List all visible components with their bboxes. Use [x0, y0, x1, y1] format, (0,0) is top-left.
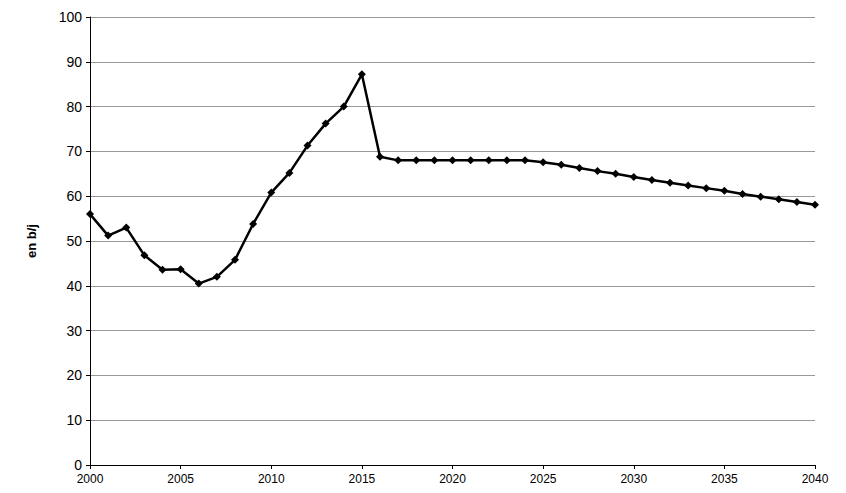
svg-text:2035: 2035: [711, 472, 738, 486]
svg-text:0: 0: [74, 457, 82, 473]
svg-text:2010: 2010: [258, 472, 285, 486]
svg-text:40: 40: [66, 278, 82, 294]
svg-text:20: 20: [66, 367, 82, 383]
svg-text:en b/j: en b/j: [24, 224, 39, 258]
svg-text:100: 100: [59, 9, 83, 25]
svg-text:2005: 2005: [167, 472, 194, 486]
svg-text:30: 30: [66, 323, 82, 339]
svg-text:2015: 2015: [349, 472, 376, 486]
svg-text:50: 50: [66, 233, 82, 249]
svg-text:2040: 2040: [802, 472, 829, 486]
svg-text:70: 70: [66, 143, 82, 159]
svg-text:10: 10: [66, 412, 82, 428]
svg-text:2025: 2025: [530, 472, 557, 486]
svg-text:2000: 2000: [77, 472, 104, 486]
svg-text:90: 90: [66, 54, 82, 70]
svg-text:60: 60: [66, 188, 82, 204]
svg-text:80: 80: [66, 99, 82, 115]
svg-text:2030: 2030: [620, 472, 647, 486]
svg-text:2020: 2020: [439, 472, 466, 486]
